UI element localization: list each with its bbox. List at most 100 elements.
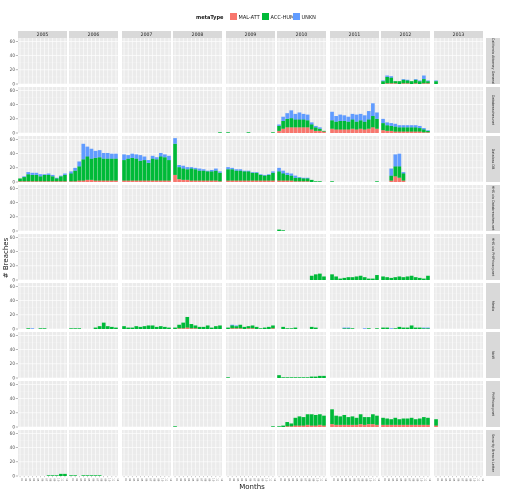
bar-acc-hum — [81, 159, 86, 181]
panel-background — [173, 87, 222, 133]
bar-unkn — [426, 80, 430, 82]
bar-unkn — [381, 118, 385, 124]
x-tick-label: 09 — [104, 478, 107, 482]
panel-background — [277, 430, 326, 476]
bar-mal-att — [405, 424, 410, 427]
bar-mal-att — [69, 181, 73, 182]
bar-acc-hum — [318, 375, 322, 378]
row-strip-5: Media — [486, 283, 500, 329]
panel-4-7 — [381, 234, 430, 281]
y-axis-ticks-row-4: 0 20 40 60 — [10, 235, 18, 282]
y-tick-label: 0 — [12, 277, 15, 282]
bar-mal-att — [271, 328, 275, 329]
column-strip-label: 2005 — [37, 32, 49, 38]
bar-acc-hum — [189, 324, 194, 329]
bars-1-5 — [277, 110, 326, 133]
x-tick-label: 11 — [424, 478, 427, 482]
bar-mal-att — [101, 180, 106, 182]
bar-mal-att — [434, 425, 438, 427]
bar-mal-att — [426, 424, 430, 427]
bar-acc-hum — [354, 276, 359, 280]
bar-unkn — [97, 150, 102, 158]
bar-acc-hum — [262, 327, 267, 329]
bar-mal-att — [181, 328, 186, 329]
panel-background — [226, 283, 275, 329]
panel-background — [122, 381, 171, 427]
panel-background — [330, 87, 379, 133]
bar-acc-hum — [63, 473, 67, 476]
bar-acc-hum — [293, 177, 298, 182]
bar-unkn — [69, 171, 73, 174]
x-tick-label: 05 — [140, 478, 143, 482]
x-axis-ticks-2008: 01 02 03 04 05 06 07 08 09 10 11 12 — [175, 476, 223, 482]
x-tick-label: 08 — [99, 478, 102, 482]
bar-unkn — [350, 113, 355, 120]
bar-acc-hum — [250, 325, 255, 329]
bar-acc-hum — [297, 416, 302, 426]
row-strip-0: California Attorney General — [486, 38, 500, 84]
x-tick-label: 03 — [132, 478, 135, 482]
bar-acc-hum — [385, 125, 389, 131]
bar-unkn — [293, 113, 298, 120]
panel-0-5 — [277, 38, 326, 85]
bar-acc-hum — [313, 376, 318, 378]
bar-unkn — [362, 328, 367, 329]
panel-0-2 — [122, 38, 171, 85]
bar-acc-hum — [158, 326, 163, 329]
bar-acc-hum — [417, 128, 422, 132]
x-tick-label: 07 — [252, 478, 255, 482]
panel-0-1 — [69, 38, 118, 85]
panel-0-3 — [173, 38, 222, 85]
bar-acc-hum — [93, 157, 98, 181]
panel-background — [18, 38, 67, 84]
bar-unkn — [167, 155, 171, 161]
bar-acc-hum — [97, 157, 102, 181]
bar-mal-att — [297, 425, 302, 427]
bar-mal-att — [81, 180, 86, 182]
x-tick-label: 05 — [36, 478, 39, 482]
x-tick-label: 06 — [144, 478, 147, 482]
x-tick-label: 07 — [356, 478, 359, 482]
bar-acc-hum — [346, 328, 351, 329]
bar-mal-att — [238, 328, 243, 329]
y-tick-label: 0 — [12, 81, 15, 86]
panel-background — [18, 136, 67, 182]
bar-acc-hum — [381, 123, 385, 131]
bar-unkn — [54, 177, 59, 179]
panel-background — [434, 234, 483, 280]
bar-acc-hum — [181, 168, 186, 180]
bar-acc-hum — [226, 132, 230, 133]
y-axis-ticks-row-8: 0 20 40 60 — [10, 431, 18, 478]
bar-acc-hum — [413, 327, 418, 329]
bar-acc-hum — [318, 414, 322, 425]
bar-acc-hum — [289, 328, 294, 329]
bar-unkn — [401, 125, 406, 128]
panel-3-5 — [277, 185, 326, 232]
bar-acc-hum — [110, 158, 114, 181]
bar-acc-hum — [301, 377, 306, 378]
bar-mal-att — [150, 180, 155, 182]
x-tick-label: 02 — [387, 478, 390, 482]
legend-swatch-mal-att — [230, 13, 237, 20]
y-tick-label: 60 — [10, 137, 16, 142]
bar-mal-att — [426, 83, 430, 84]
panel-background — [18, 234, 67, 280]
bar-mal-att — [422, 132, 426, 133]
bar-unkn — [173, 138, 177, 144]
bar-mal-att — [385, 83, 389, 84]
bars-2-3 — [173, 138, 222, 182]
y-tick-label: 0 — [12, 375, 15, 380]
panel-6-8 — [434, 332, 483, 379]
bar-acc-hum — [126, 158, 130, 181]
bars-1-7 — [381, 118, 430, 133]
x-axis-ticks-2006: 01 02 03 04 05 06 07 08 09 10 11 12 — [71, 476, 119, 482]
bar-mal-att — [63, 181, 67, 182]
bar-acc-hum — [262, 175, 267, 181]
bar-mal-att — [405, 131, 410, 133]
bar-mal-att — [381, 130, 385, 133]
bar-mal-att — [393, 176, 398, 182]
row-strip-bg — [486, 38, 500, 84]
x-axis-ticks-2012: 01 02 03 04 05 06 07 08 09 10 11 12 — [383, 476, 431, 482]
bars-5-5 — [281, 326, 318, 329]
